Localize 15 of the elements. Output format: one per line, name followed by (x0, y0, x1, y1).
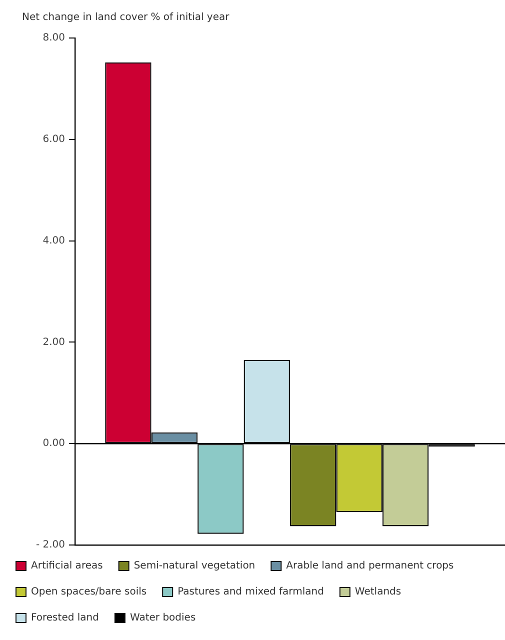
legend-label: Arable land and permanent crops (286, 560, 454, 572)
y-tick-label: 6.00 (42, 134, 65, 145)
legend-label: Water bodies (130, 612, 196, 624)
y-axis-title: Net change in land cover % of initial year (22, 12, 230, 23)
legend-label: Pastures and mixed farmland (178, 586, 324, 598)
legend-label: Semi-natural vegetation (134, 560, 256, 572)
y-tick-label: 4.00 (42, 235, 65, 246)
y-tick-label: 2.00 (42, 336, 65, 348)
y-tick-label: 0.00 (42, 438, 65, 450)
y-tick-label: 8.00 (42, 32, 65, 44)
legend-label: Forested land (31, 612, 99, 624)
legend-label: Wetlands (354, 586, 402, 598)
legend-label: Open spaces/bare soils (31, 586, 147, 598)
legend-label: Artificial areas (31, 560, 103, 572)
y-tick-label: - 2.00 (36, 540, 65, 551)
